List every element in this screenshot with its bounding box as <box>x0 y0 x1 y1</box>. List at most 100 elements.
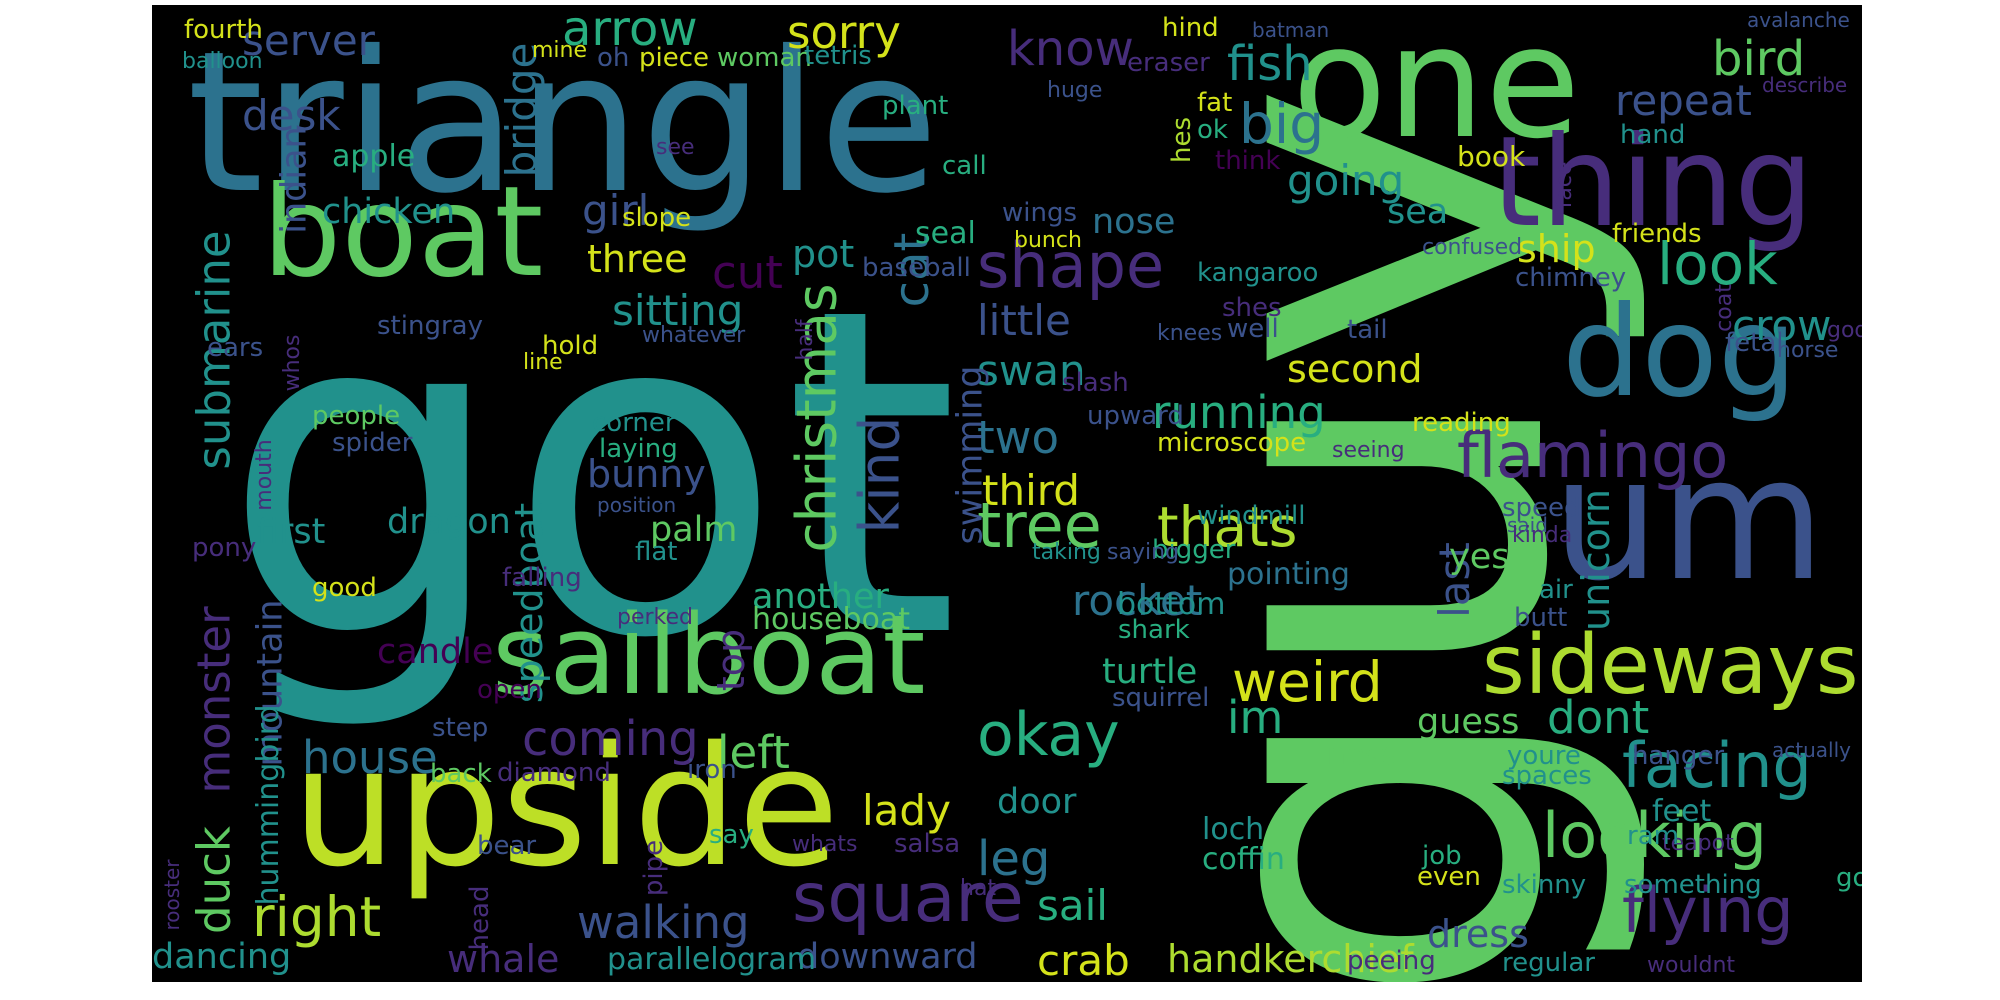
word-ness: ness <box>1327 737 1396 772</box>
word-huge: huge <box>1047 78 1103 103</box>
word-tetris: tetris <box>804 41 872 71</box>
word-parallelogram: parallelogram <box>607 942 816 977</box>
word-guess: guess <box>1417 702 1520 742</box>
word-top: top <box>709 628 753 692</box>
word-boat: boat <box>262 160 544 305</box>
word-um: um <box>1552 421 1826 619</box>
word-sail: sail <box>1037 881 1108 930</box>
word-pot: pot <box>792 232 855 276</box>
word-pony: pony <box>192 533 257 563</box>
word-turtle: turtle <box>1102 652 1198 692</box>
word-two: two <box>977 411 1059 464</box>
word-sitting: sitting <box>612 286 744 335</box>
word-upward: upward <box>1087 401 1184 431</box>
word-dog: dog <box>1562 280 1798 425</box>
word-oh: oh <box>597 43 630 73</box>
word-nose: nose <box>1092 202 1176 242</box>
word-ram: ram <box>1627 821 1679 851</box>
word-salsa: salsa <box>894 829 961 859</box>
word-job: job <box>1422 841 1462 871</box>
word-teapot: teapot <box>1662 831 1734 856</box>
word-dont: dont <box>1547 691 1650 744</box>
word-apple: apple <box>332 139 416 174</box>
word-server: server <box>242 16 375 65</box>
word-chicken: chicken <box>322 192 456 232</box>
word-im: im <box>1227 691 1284 744</box>
word-wings: wings <box>1002 198 1078 228</box>
word-duck: duck <box>187 826 240 934</box>
word-yes: yes <box>1449 537 1510 577</box>
word-going: going <box>1287 156 1405 205</box>
word-good: good <box>312 573 377 603</box>
word-iron: iron <box>687 755 737 785</box>
word-cloud: got guy triangle one upside boat thing sailboat… <box>152 5 1862 982</box>
word-falling: falling <box>502 563 582 593</box>
word-little: little <box>977 296 1071 345</box>
word-handkerchief: handkerchief <box>1167 937 1414 981</box>
word-shape: shape <box>977 229 1165 302</box>
word-slope: slope <box>622 203 692 233</box>
word-actually: actually <box>1772 738 1851 762</box>
word-whats: whats <box>792 832 858 857</box>
word-facing: facing <box>1622 729 1812 802</box>
word-hat: hat <box>960 876 997 901</box>
word-crow: crow <box>1732 301 1832 350</box>
word-looking: looking <box>1542 799 1767 872</box>
word-pointing: pointing <box>1227 557 1350 592</box>
word-said: said <box>1507 513 1548 537</box>
word-mouth: mouth <box>251 439 277 511</box>
word-baseball: baseball <box>862 253 971 283</box>
word-call: call <box>942 151 987 181</box>
word-kind: kind <box>847 416 912 534</box>
word-fetal: fetal <box>1725 328 1784 358</box>
word-leg: leg <box>977 831 1051 887</box>
word-pipe: pipe <box>639 839 669 896</box>
word-house: house <box>302 731 438 784</box>
word-crab: crab <box>1037 936 1130 982</box>
word-dragon: dragon <box>387 502 511 542</box>
word-whatever: whatever <box>642 323 746 348</box>
word-something: something <box>1624 870 1762 900</box>
word-downward: downward <box>797 937 978 977</box>
word-desk: desk <box>242 91 341 140</box>
word-think: think <box>1215 146 1281 176</box>
word-second: second <box>1287 347 1423 391</box>
word-speed: speed <box>1502 493 1581 523</box>
word-hold: hold <box>542 331 599 361</box>
word-people: people <box>312 401 401 431</box>
word-sideways: sideways <box>1482 618 1859 713</box>
word-horse: horse <box>1777 338 1839 363</box>
word-coming: coming <box>522 711 699 767</box>
word-avalanche: avalanche <box>1747 8 1850 32</box>
word-kangaroo: kangaroo <box>1197 258 1319 288</box>
word-line: line <box>523 350 563 375</box>
word-windmill: windmill <box>1197 501 1306 531</box>
word-flamingo: flamingo <box>1457 419 1729 492</box>
word-dancing: dancing <box>152 937 292 977</box>
word-spaces: spaces <box>1502 761 1592 791</box>
word-hand: hand <box>1620 120 1686 150</box>
word-first: first <box>257 512 326 552</box>
word-running: running <box>1152 386 1326 439</box>
word-sorry: sorry <box>787 6 901 59</box>
word-microscope: microscope <box>1157 428 1307 458</box>
word-corner: corner <box>592 408 676 438</box>
word-bear: bear <box>477 831 537 861</box>
word-hanger: hanger <box>1632 741 1725 771</box>
word-cut: cut <box>712 246 783 299</box>
word-see: see <box>656 135 695 160</box>
word-bigger: bigger <box>1152 535 1236 565</box>
word-flying: flying <box>1622 874 1794 947</box>
word-youre: youre <box>1507 741 1581 771</box>
word-open: open <box>477 675 542 705</box>
word-flat: flat <box>635 537 678 567</box>
word-even: even <box>1417 862 1481 892</box>
word-thats: thats <box>1157 495 1298 559</box>
word-weird: weird <box>1232 650 1383 714</box>
word-third: third <box>982 466 1080 515</box>
word-left: left <box>717 726 790 779</box>
word-face: face <box>1551 161 1577 209</box>
word-back: back <box>430 759 492 789</box>
word-seal: seal <box>915 216 976 251</box>
word-spider: spider <box>332 428 413 458</box>
